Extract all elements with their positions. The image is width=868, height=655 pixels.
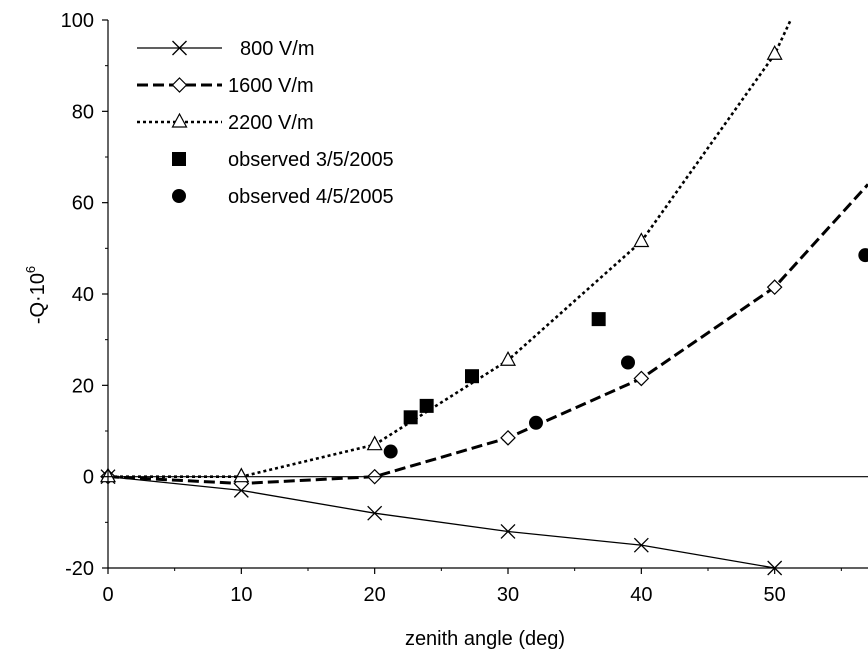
x-tick-label: 10 — [230, 584, 252, 606]
x-tick-label: 20 — [364, 584, 386, 606]
series-3-line — [108, 20, 792, 478]
legend-item-5: observed 4/5/2005 — [172, 186, 394, 208]
legend-label: observed 4/5/2005 — [228, 186, 394, 208]
series-1-point — [633, 537, 649, 553]
y-tick-label: 20 — [72, 375, 94, 397]
series-5-point — [621, 355, 635, 370]
legend-label: 2200 V/m — [228, 112, 314, 134]
y-tick-label: 60 — [72, 193, 94, 215]
x-tick-label: 0 — [102, 584, 113, 606]
legend-item-4: observed 3/5/2005 — [172, 149, 394, 171]
series-3-point — [233, 467, 250, 483]
series-3-point — [499, 350, 517, 366]
series-2-point — [766, 279, 783, 295]
y-axis-title: -Q·106 — [23, 266, 49, 324]
x-axis-title: zenith angle (deg) — [405, 628, 565, 650]
y-tick-label: -20 — [65, 558, 94, 580]
legend-label: 800 V/m — [240, 38, 314, 60]
marker-x-stroke — [172, 40, 187, 56]
series-1-point — [500, 524, 516, 539]
series-3-point — [366, 435, 383, 451]
legend: 800 V/m 1600 V/m 2200 V/m observed 3/5/2005… — [137, 38, 394, 208]
legend-label: 1600 V/m — [228, 75, 314, 97]
series-5-point — [529, 415, 543, 430]
series-3 — [99, 20, 792, 483]
series-4-point — [591, 312, 606, 327]
y-tick-label: 100 — [61, 10, 94, 32]
series-4-point — [403, 410, 418, 425]
marker-x-stroke — [500, 524, 516, 539]
x-tick-label: 40 — [630, 584, 652, 606]
series-4-point — [465, 369, 479, 384]
series-5-point — [383, 444, 398, 459]
y-tick-label: 40 — [72, 284, 94, 306]
marker-x-stroke — [367, 505, 383, 521]
series-2-line — [107, 183, 868, 486]
series-3-point — [633, 232, 650, 248]
legend-marker — [172, 152, 186, 166]
plot-area — [99, 20, 868, 576]
legend-marker — [171, 112, 188, 128]
y-tick-label: 0 — [83, 467, 94, 489]
series-4-point — [419, 398, 434, 413]
series-1 — [100, 469, 783, 576]
y-axis-title-main: -Q·10 — [27, 273, 49, 324]
series-5 — [383, 248, 868, 459]
series-2-point — [633, 370, 650, 387]
series-4 — [403, 312, 606, 425]
series-3-point — [766, 44, 783, 60]
legend-item-3: 2200 V/m — [137, 112, 314, 134]
series-layer — [99, 20, 868, 576]
series-2 — [100, 183, 868, 492]
x-tick-label: 50 — [764, 584, 786, 606]
marker-x-stroke — [633, 537, 649, 553]
legend-item-1: 800 V/m — [137, 38, 314, 60]
axes: -20 0 20 40 60 80 100 0 10 20 30 40 50 — [61, 10, 868, 606]
y-axis-title-superscript: 6 — [23, 266, 38, 273]
legend-marker — [171, 77, 188, 93]
x-tick-label: 30 — [497, 584, 519, 606]
series-1-point — [367, 505, 383, 521]
y-tick-label: 80 — [72, 101, 94, 123]
series-1-line — [107, 476, 775, 569]
legend-marker — [172, 40, 187, 56]
legend-item-2: 1600 V/m — [137, 75, 314, 97]
legend-marker — [172, 189, 186, 203]
series-2-point — [500, 430, 516, 446]
series-5-point — [858, 248, 868, 263]
legend-label: observed 3/5/2005 — [228, 149, 394, 171]
